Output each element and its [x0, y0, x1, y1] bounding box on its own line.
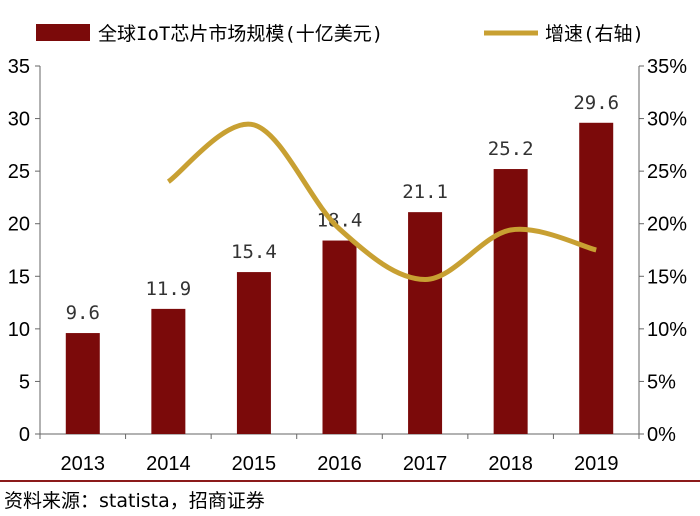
y-right-tick-label: 35%: [647, 56, 687, 78]
x-tick-label: 2019: [574, 453, 619, 475]
data-label: 9.6: [66, 302, 100, 324]
x-tick-label: 2016: [317, 453, 362, 475]
line-series: [166, 121, 597, 282]
bar: [151, 308, 186, 434]
x-tick-label: 2017: [403, 453, 448, 475]
bar: [408, 212, 443, 434]
data-labels: 9.611.915.418.421.125.229.6: [66, 92, 619, 324]
y-left-tick-label: 15: [8, 266, 30, 288]
y-left-tick-label: 5: [19, 371, 30, 393]
y-right-tick-label: 15%: [647, 266, 687, 288]
tick-labels: 0 5 10 15 20 25 30 35 0% 5% 10% 15% 20% 25% 30% 35% 2013…: [8, 56, 687, 475]
x-tick-label: 2014: [146, 453, 191, 475]
bar: [493, 169, 528, 435]
x-tick-label: 2018: [488, 453, 533, 475]
y-right-tick-label: 10%: [647, 319, 687, 341]
legend-swatch-bar: [36, 24, 90, 41]
bar: [236, 272, 271, 434]
data-label: 15.4: [231, 241, 277, 263]
x-tick-label: 2015: [232, 453, 277, 475]
y-left-tick-label: 35: [8, 56, 30, 78]
bar: [322, 240, 357, 434]
growth-line: [166, 121, 597, 282]
bar: [579, 122, 614, 434]
y-right-tick-label: 5%: [647, 371, 676, 393]
legend-label-line: 增速(右轴): [545, 23, 644, 45]
data-label: 25.2: [488, 138, 534, 160]
y-left-tick-label: 0: [19, 424, 30, 446]
x-tick-label: 2013: [61, 453, 106, 475]
y-right-tick-label: 20%: [647, 214, 687, 236]
bar: [65, 333, 100, 434]
legend-label-bar: 全球IoT芯片市场规模(十亿美元): [98, 23, 383, 45]
data-label: 29.6: [573, 92, 619, 114]
source-note: 资料来源：statista，招商证券: [4, 490, 265, 512]
y-right-tick-label: 25%: [647, 161, 687, 183]
data-label: 21.1: [402, 181, 448, 203]
y-right-tick-label: 30%: [647, 109, 687, 131]
y-right-tick-label: 0%: [647, 424, 676, 446]
y-left-tick-label: 20: [8, 214, 30, 236]
legend: 全球IoT芯片市场规模(十亿美元) 增速(右轴): [36, 23, 644, 45]
bar-series: [65, 122, 614, 435]
y-left-tick-label: 10: [8, 319, 30, 341]
data-label: 11.9: [145, 278, 191, 300]
y-left-tick-label: 25: [8, 161, 30, 183]
y-left-tick-label: 30: [8, 109, 30, 131]
